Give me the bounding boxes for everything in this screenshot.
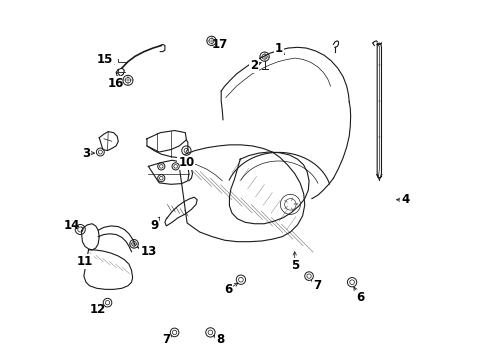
Text: 12: 12 [90, 303, 106, 316]
Text: 1: 1 [274, 41, 282, 54]
Text: 3: 3 [82, 147, 90, 159]
Text: 7: 7 [162, 333, 170, 346]
Text: 16: 16 [108, 77, 124, 90]
Text: 9: 9 [150, 219, 158, 233]
Text: 5: 5 [290, 259, 298, 272]
Text: 11: 11 [77, 255, 93, 268]
Text: 2: 2 [249, 59, 258, 72]
Text: 15: 15 [97, 53, 113, 66]
Text: 14: 14 [64, 219, 81, 233]
Text: 17: 17 [212, 38, 228, 51]
Text: 13: 13 [140, 244, 156, 257]
Text: 10: 10 [178, 156, 194, 169]
Text: 6: 6 [355, 291, 364, 304]
Text: 4: 4 [400, 193, 408, 206]
Text: 8: 8 [216, 333, 224, 346]
Text: 7: 7 [312, 279, 320, 292]
Text: 6: 6 [224, 283, 232, 296]
